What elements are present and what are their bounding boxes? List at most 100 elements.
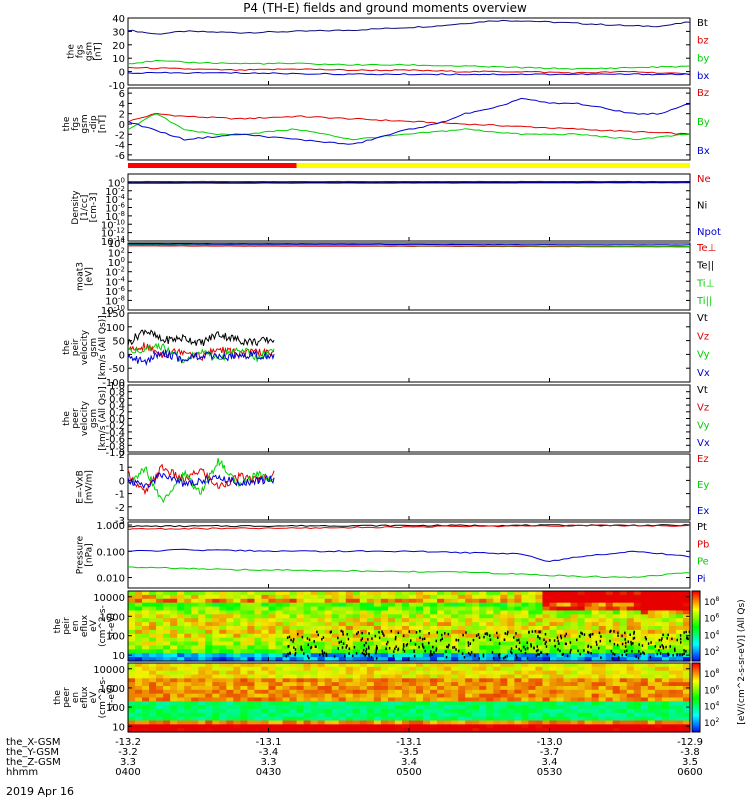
spectrogram-cell xyxy=(149,689,157,695)
spectrogram-cell xyxy=(584,606,593,612)
spectrogram-cell xyxy=(345,689,354,695)
spectrogram-cell xyxy=(282,689,291,695)
spectrogram-cell xyxy=(507,709,515,714)
spectrogram-cell xyxy=(156,728,164,733)
spectrogram-cell xyxy=(465,610,473,615)
spectrogram-cell xyxy=(570,633,579,639)
spectrogram-cell xyxy=(205,689,213,695)
spectrogram-cell xyxy=(577,693,586,699)
spectrogram-cell xyxy=(479,689,487,695)
spectrogram-cell xyxy=(380,663,389,668)
spectrogram-cell xyxy=(570,641,579,647)
spectrogram-cell xyxy=(409,666,417,672)
spectrogram-cell xyxy=(514,629,522,635)
spectrogram-cell xyxy=(184,610,192,615)
spectrogram-cell xyxy=(654,618,663,623)
spectrogram-cell xyxy=(430,606,438,612)
spectrogram-cell xyxy=(521,629,530,635)
spectrogram-cell xyxy=(212,649,220,654)
spectrogram-cell xyxy=(128,682,136,687)
spectrogram-cell xyxy=(668,666,677,672)
spectrogram-cell xyxy=(289,720,298,725)
colorbar-swatch xyxy=(692,719,700,723)
y-tick-label: 1.000 xyxy=(96,521,125,532)
spectrogram-cell xyxy=(598,678,607,683)
spectrogram-cell xyxy=(591,682,600,687)
spectrogram-cell xyxy=(570,689,579,695)
spectrogram-cell xyxy=(437,649,445,654)
spectrogram-cell xyxy=(619,663,628,668)
spectrogram-cell xyxy=(163,606,171,612)
spectrogram-cell xyxy=(191,610,199,615)
spectrogram-cell xyxy=(612,701,621,706)
spectrogram-cell xyxy=(514,709,522,714)
spectrogram-cell xyxy=(542,637,551,643)
spectrogram-cell xyxy=(619,666,628,672)
spectrogram-cell xyxy=(177,606,185,612)
spectrogram-cell xyxy=(324,720,333,725)
spectrogram-cell xyxy=(598,606,607,612)
spectrogram-cell xyxy=(387,670,396,676)
spectrogram-cell xyxy=(331,689,340,695)
spectrogram-cell xyxy=(149,666,157,672)
spectrogram-cell xyxy=(198,629,206,635)
spectrogram-cell xyxy=(647,686,656,691)
speckle xyxy=(375,657,378,660)
speckle xyxy=(658,649,660,652)
spectrogram-cell xyxy=(177,641,185,647)
spectrogram-cell xyxy=(619,614,628,619)
spectrogram-cell xyxy=(451,666,459,672)
y-label-line: [mV/m] xyxy=(85,470,95,504)
speckle xyxy=(569,651,572,654)
y-tick-label: 10-12 xyxy=(101,227,125,240)
spectrogram-cell xyxy=(331,598,340,604)
y-label-line: en xyxy=(71,620,81,631)
spectrogram-cell xyxy=(198,720,206,725)
speckle xyxy=(644,636,647,639)
spectrogram-cell xyxy=(247,720,256,725)
spectrogram-cell xyxy=(605,602,614,608)
spectrogram-cell xyxy=(198,686,206,691)
spectrogram-cell xyxy=(605,649,614,654)
spectrogram-cell xyxy=(647,682,656,687)
spectrogram-cell xyxy=(170,705,178,710)
spectrogram-cell xyxy=(317,689,326,695)
spectrogram-cell xyxy=(507,686,515,691)
spectrogram-cell xyxy=(507,641,515,647)
y-label-line: (cm^2-s- xyxy=(98,605,108,647)
spectrogram-cell xyxy=(261,594,270,600)
x-tick-label: 0430 xyxy=(256,767,281,778)
spectrogram-cell xyxy=(387,653,396,658)
spectrogram-cell xyxy=(472,701,480,706)
speckle xyxy=(429,652,432,655)
speckle xyxy=(516,639,518,642)
spectrogram-cell xyxy=(486,626,494,631)
spectrogram-cell xyxy=(401,712,410,718)
spectrogram-cell xyxy=(479,693,487,699)
spectrogram-cell xyxy=(409,633,417,639)
spectrogram-cell xyxy=(556,591,565,596)
colorbar-swatch xyxy=(692,612,700,615)
spectrogram-cell xyxy=(626,637,635,643)
spectrogram-cell xyxy=(675,716,684,722)
spectrogram-cell xyxy=(535,606,544,612)
spectrogram-cell xyxy=(310,693,319,699)
spectrogram-cell xyxy=(605,709,614,714)
spectrogram-cell xyxy=(626,618,635,623)
spectrogram-cell xyxy=(401,645,410,650)
spectrogram-cell xyxy=(219,663,227,668)
spectrogram-cell xyxy=(394,622,403,627)
legend-Vx: Vx xyxy=(697,368,710,379)
spectrogram-cell xyxy=(430,701,438,706)
speckle xyxy=(587,650,589,654)
speckle xyxy=(556,636,559,639)
spectrogram-cell xyxy=(212,606,220,612)
spectrogram-cell xyxy=(549,645,558,650)
spectrogram-cell xyxy=(605,598,614,604)
spectrogram-cell xyxy=(528,633,537,639)
spectrogram-cell xyxy=(254,705,263,710)
spectrogram-cell xyxy=(373,663,382,668)
spectrogram-cell xyxy=(247,670,256,676)
spectrogram-cell xyxy=(226,591,234,596)
spectrogram-cell xyxy=(191,602,199,608)
